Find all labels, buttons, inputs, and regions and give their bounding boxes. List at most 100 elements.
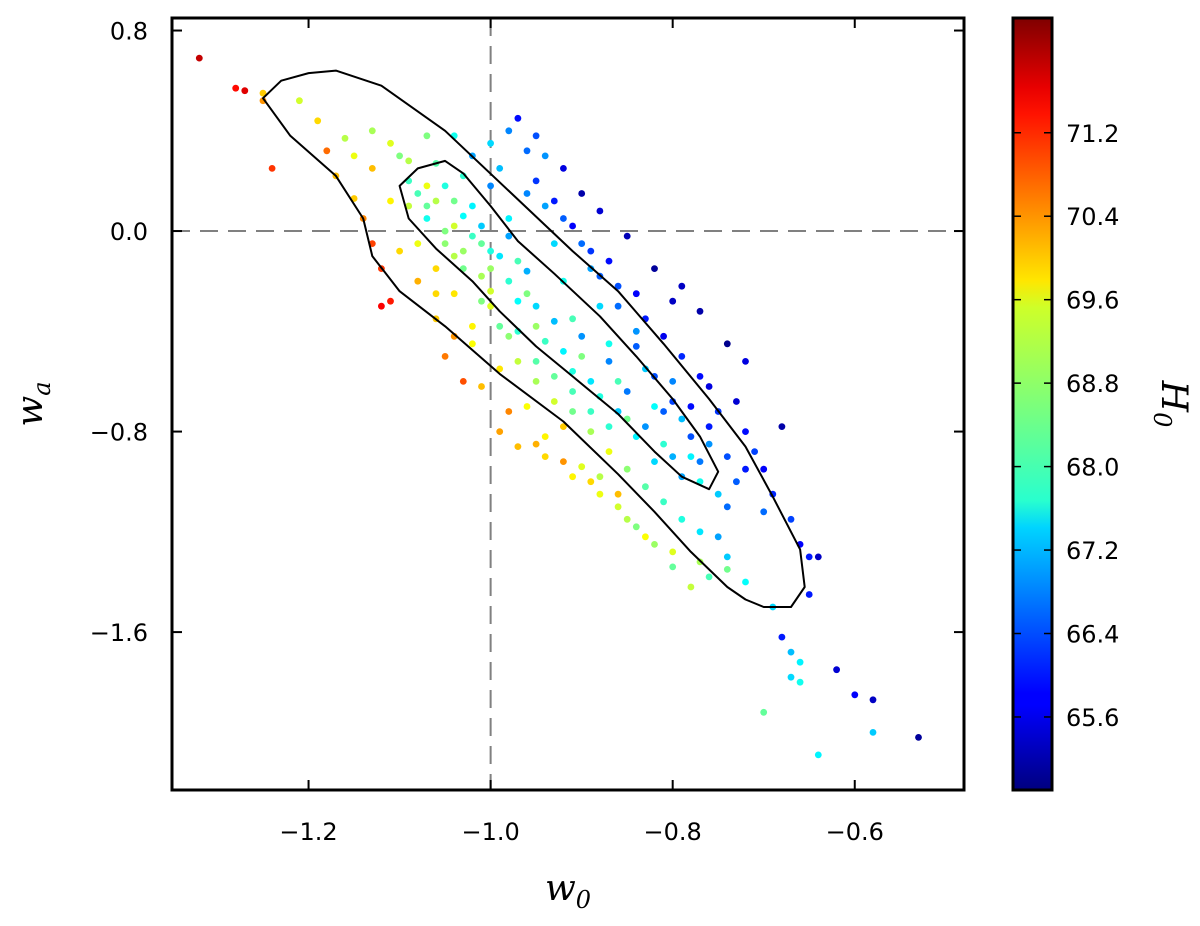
x-axis-ticks: −1.2 −1.0 −0.8 −0.6 <box>279 18 884 846</box>
scatter-point <box>505 215 513 222</box>
colorbar-tick-label: 67.2 <box>1066 537 1119 565</box>
scatter-point <box>851 691 859 699</box>
scatter-point <box>805 553 813 561</box>
scatter-point <box>833 666 840 674</box>
scatter-point <box>687 403 695 410</box>
scatter-point <box>514 114 522 122</box>
scatter-point <box>814 751 822 759</box>
scatter-point <box>532 177 540 185</box>
scatter-point <box>642 365 649 373</box>
scatter-point <box>396 247 403 255</box>
contour-inner <box>398 159 720 491</box>
scatter-point <box>632 290 640 298</box>
scatter-point <box>550 197 558 205</box>
scatter-point <box>642 483 649 491</box>
scatter-point <box>660 498 667 506</box>
scatter-point <box>687 453 695 460</box>
scatter-point <box>596 207 604 215</box>
scatter-point <box>505 408 513 415</box>
colorbar-tick-label: 68.8 <box>1066 370 1119 398</box>
scatter-point <box>869 696 877 704</box>
scatter-point <box>742 358 749 365</box>
y-axis-label: wa <box>10 381 56 426</box>
scatter-point <box>733 398 740 405</box>
scatter-point <box>687 433 695 440</box>
scatter-point <box>669 378 677 385</box>
scatter-point <box>696 528 704 536</box>
scatter-point <box>632 327 640 335</box>
scatter-point <box>541 152 549 160</box>
scatter-point <box>505 332 513 340</box>
scatter-point <box>459 247 467 255</box>
scatter-point <box>450 252 458 260</box>
scatter-point <box>578 353 586 360</box>
scatter-point <box>742 578 749 586</box>
scatter-point <box>478 383 485 390</box>
scatter-point <box>596 302 604 310</box>
scatter-point <box>368 127 376 135</box>
colorbar-ticks: 71.2 70.4 69.6 68.8 68.0 67.2 66.4 65.6 <box>1013 120 1119 732</box>
colorbar-tick-label: 71.2 <box>1066 120 1119 148</box>
scatter-point <box>314 117 322 125</box>
scatter-point <box>778 423 786 430</box>
scatter-point <box>560 458 567 465</box>
scatter-point <box>478 272 485 280</box>
scatter-point <box>387 297 394 305</box>
scatter-point <box>796 678 804 686</box>
scatter-point <box>532 378 540 385</box>
scatter-point <box>469 322 476 330</box>
scatter-point <box>341 134 349 142</box>
scatter-point <box>723 566 731 573</box>
scatter-point <box>523 190 531 197</box>
scatter-point <box>742 465 749 473</box>
scatter-point <box>587 428 595 435</box>
scatter-point <box>441 182 449 190</box>
scatter-point <box>550 317 558 325</box>
scatter-point <box>514 358 522 365</box>
scatter-point <box>651 541 658 548</box>
scatter-point <box>505 232 513 240</box>
scatter-point <box>268 165 276 172</box>
scatter-point <box>796 658 804 666</box>
scatter-point <box>760 708 768 716</box>
scatter-point <box>232 84 240 92</box>
scatter-point <box>705 383 713 390</box>
colorbar-label: H0 <box>1148 380 1194 428</box>
scatter-point <box>368 165 376 172</box>
plot-area <box>172 18 964 790</box>
scatter-point <box>669 563 677 571</box>
scatter-point <box>723 340 731 348</box>
scatter-point <box>469 232 476 240</box>
scatter-point <box>387 197 394 205</box>
x-tick-label: −1.0 <box>461 818 519 846</box>
colorbar-tick-label: 70.4 <box>1066 203 1119 231</box>
scatter-point <box>660 332 667 340</box>
scatter-point <box>678 515 686 523</box>
scatter-point <box>523 147 531 155</box>
scatter-point <box>560 423 567 430</box>
scatter-point <box>587 478 595 486</box>
scatter-point <box>569 388 576 395</box>
scatter-point <box>514 297 522 305</box>
scatter-point <box>596 490 604 498</box>
scatter-point <box>642 423 649 430</box>
scatter-point <box>605 340 613 348</box>
scatter-point <box>869 729 877 736</box>
scatter-point <box>523 403 531 410</box>
scatter-point <box>623 232 631 240</box>
scatter-point <box>423 182 431 190</box>
scatter-point <box>723 553 731 561</box>
colorbar <box>1011 16 1054 792</box>
scatter-point <box>678 282 686 290</box>
scatter-point <box>651 265 658 272</box>
scatter-point <box>814 553 822 561</box>
scatter-point <box>378 302 385 310</box>
scatter-point <box>623 465 631 473</box>
scatter-point <box>487 182 494 190</box>
scatter-point <box>478 297 485 305</box>
scatter-point <box>432 290 440 298</box>
scatter-point <box>541 453 549 460</box>
confidence-contours <box>262 69 806 608</box>
scatter-point <box>496 165 504 172</box>
scatter-point <box>669 548 677 556</box>
